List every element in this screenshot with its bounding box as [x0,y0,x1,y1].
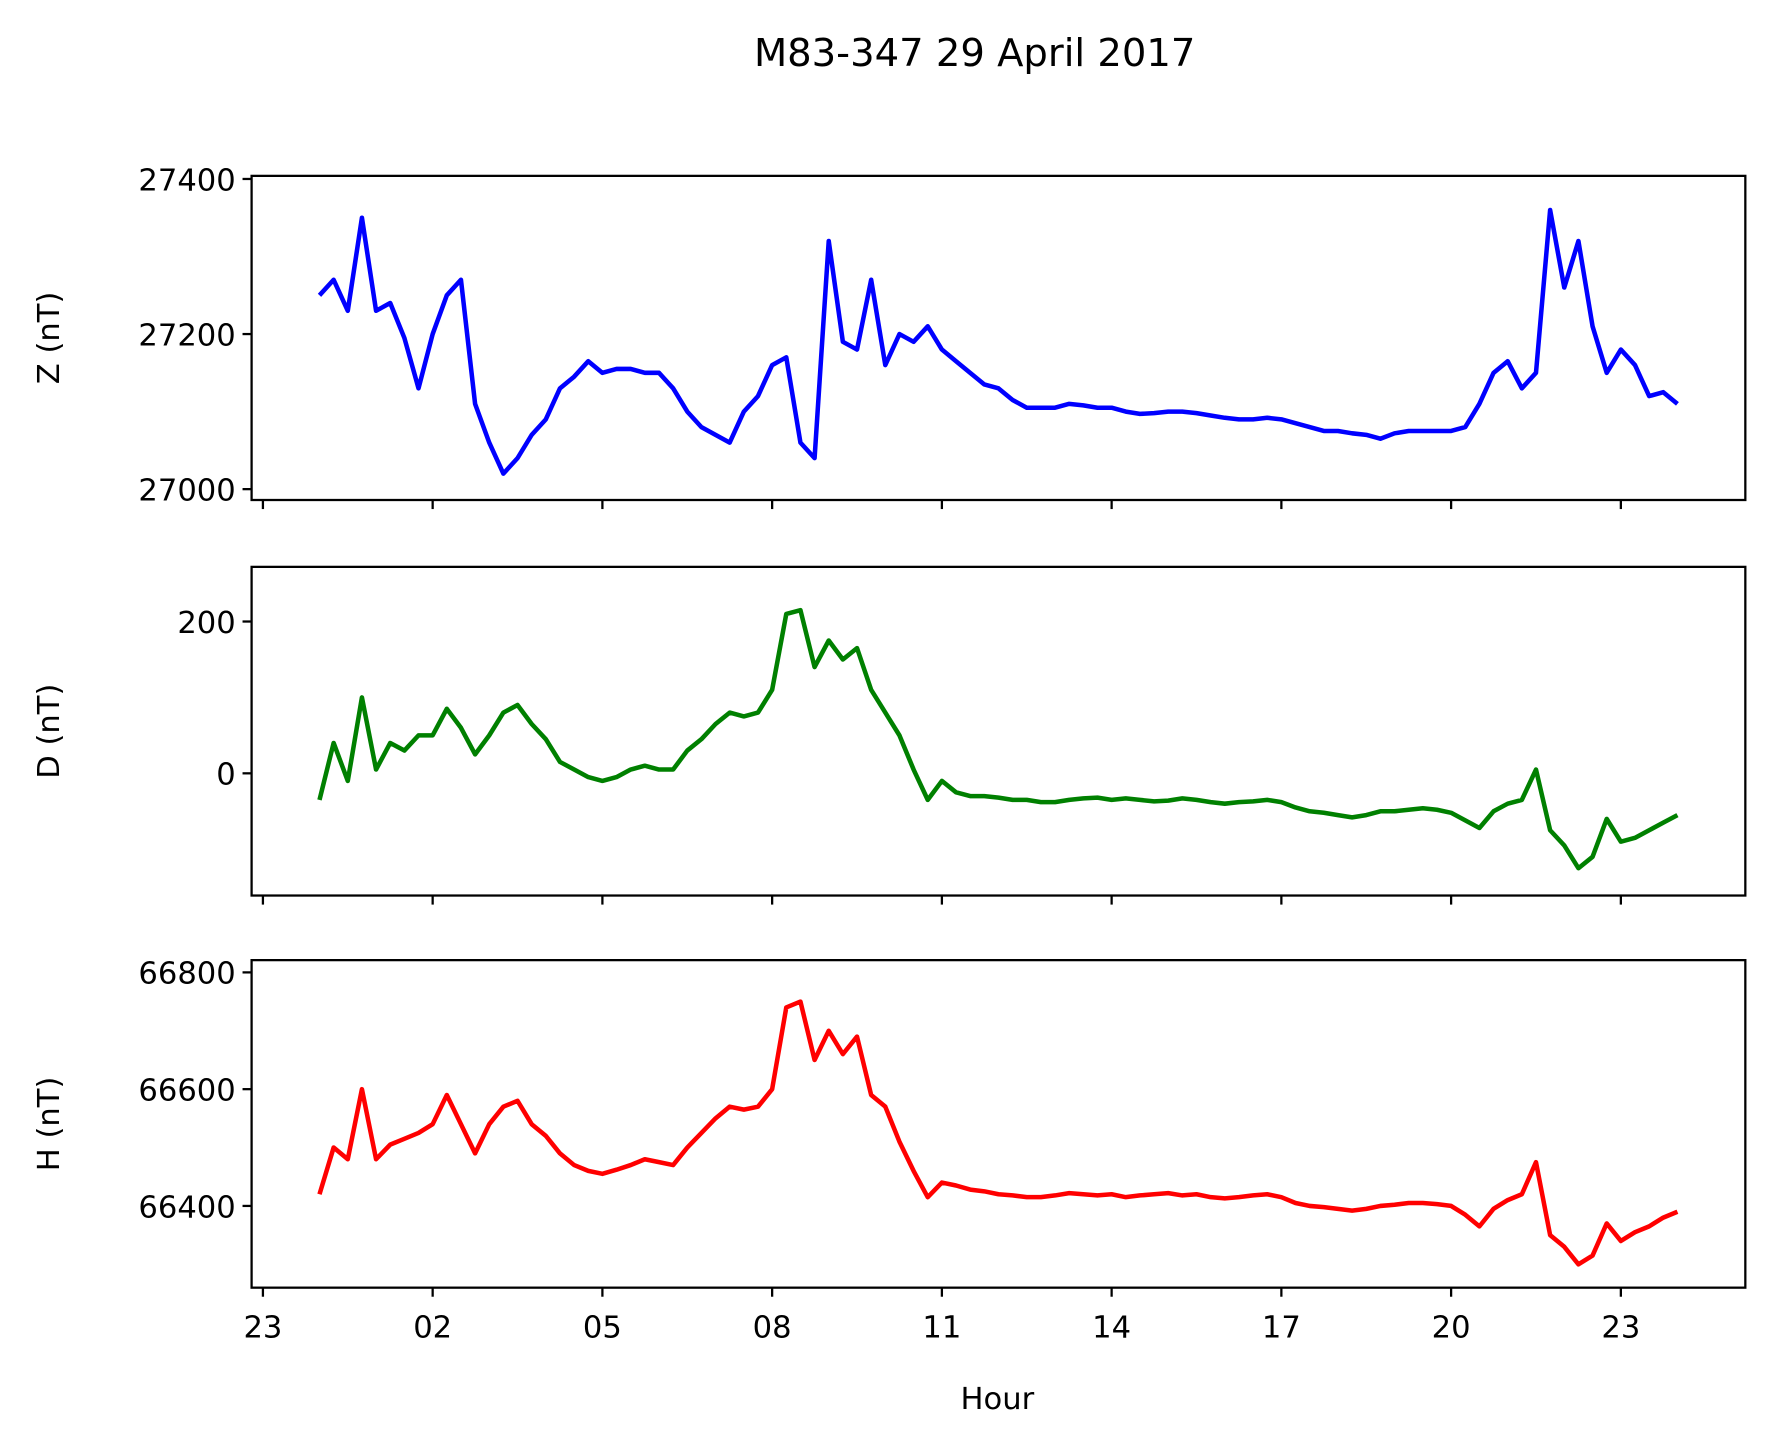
x-tick-label: 20 [1432,1311,1471,1346]
axes-frame [250,565,1747,897]
y-tick-label: 66400 [138,1190,235,1225]
y-axis-label: Z (nT) [32,292,67,385]
x-tick-label: 11 [922,1311,961,1346]
data-line [317,207,1679,476]
y-axis-label: D (nT) [32,684,67,779]
x-tick-label: 08 [753,1311,792,1346]
data-line [317,607,1679,871]
x-tick-label: 02 [413,1311,452,1346]
data-line [317,999,1679,1267]
y-axis-label: H (nT) [32,1077,67,1172]
y-tick-label: 27000 [138,473,235,508]
y-tick-label: 66600 [138,1073,235,1108]
axes-frame [250,959,1747,1289]
y-tick-label: 27400 [138,163,235,198]
x-tick-label: 23 [243,1311,282,1346]
axes-frame [250,174,1747,502]
x-tick-label: 17 [1262,1311,1301,1346]
y-tick-label: 66800 [138,957,235,992]
x-tick-label: 05 [583,1311,622,1346]
x-tick-label: 23 [1601,1311,1640,1346]
y-tick-label: 27200 [138,318,235,353]
y-tick-label: 200 [177,606,235,641]
chart-title: M83-347 29 April 2017 [754,31,1195,76]
y-tick-label: 0 [216,758,235,793]
x-tick-label: 14 [1092,1311,1131,1346]
x-axis-label: Hour [960,1382,1034,1417]
